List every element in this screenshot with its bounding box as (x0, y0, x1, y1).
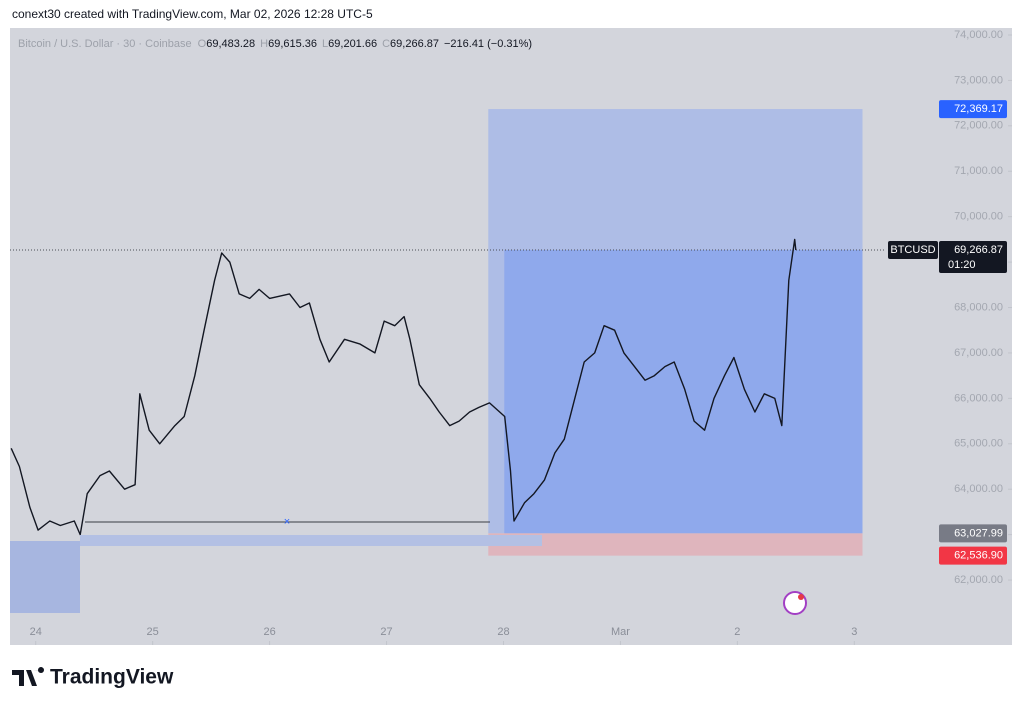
stop-label-bg (939, 546, 1007, 565)
y-tick-label: 62,000.00 (954, 574, 1003, 586)
y-tick-label: 73,000.00 (954, 74, 1003, 86)
x-tick-label: 28 (497, 626, 509, 638)
entry-label-bg (939, 524, 1007, 543)
last-price-label: 69,266.87 (954, 244, 1003, 256)
target-label: 72,369.17 (954, 103, 1003, 115)
ohlc-value: 69,483.28 (206, 38, 255, 50)
countdown: 01:20 (948, 259, 976, 271)
drawing-box (10, 541, 80, 613)
profit-zone (504, 249, 863, 534)
footer-brand: TradingView (50, 666, 174, 689)
ohlc-value: 69,201.66 (328, 38, 377, 50)
logo-mark (12, 667, 44, 686)
icon-dot (798, 594, 804, 600)
ohlc-key: C (382, 38, 390, 50)
x-tick-label: 26 (263, 626, 275, 638)
x-tick-label: 2 (734, 626, 740, 638)
y-tick-label: 64,000.00 (954, 483, 1003, 495)
icon (783, 591, 807, 615)
ohlc-key: O (198, 38, 207, 50)
y-tick-label: 70,000.00 (954, 211, 1003, 223)
x-tick-label: 25 (147, 626, 159, 638)
y-tick-label: 71,000.00 (954, 165, 1003, 177)
ohlc-key: H (260, 38, 268, 50)
y-tick-label: 72,000.00 (954, 120, 1003, 132)
plot: 62,000.0063,000.0064,000.0065,000.0066,0… (10, 29, 1012, 645)
ohlc-key: L (322, 38, 328, 50)
drawing-band (80, 535, 542, 546)
legend-change: −216.41 (−0.31%) (444, 38, 532, 50)
entry-label: 63,027.99 (954, 527, 1003, 539)
x-tick-label: 24 (30, 626, 42, 638)
y-tick-label: 68,000.00 (954, 301, 1003, 313)
x-tick-label: 3 (851, 626, 857, 638)
drawing-marker: × (284, 516, 290, 528)
target-label-bg (939, 100, 1007, 119)
y-tick-label: 65,000.00 (954, 438, 1003, 450)
stop-zone (488, 533, 863, 556)
legend: Bitcoin / U.S. Dollar · 30 · Coinbase O69… (18, 38, 532, 50)
stop-label: 62,536.90 (954, 550, 1003, 562)
x-tick-label: Mar (611, 626, 630, 638)
y-tick-label: 66,000.00 (954, 392, 1003, 404)
ohlc-value: 69,266.87 (390, 38, 439, 50)
header: conext30 created with TradingView.com, M… (12, 7, 373, 21)
y-tick-label: 74,000.00 (954, 29, 1003, 41)
last-price-bg (939, 240, 1007, 273)
symbol-badge-bg (888, 240, 938, 259)
footer-logo: TradingView (12, 666, 174, 689)
legend-title: Bitcoin / U.S. Dollar · 30 · Coinbase (18, 38, 192, 50)
y-tick-label: 67,000.00 (954, 347, 1003, 359)
ohlc-value: 69,615.36 (268, 38, 317, 50)
x-tick-label: 27 (380, 626, 392, 638)
price-line (10, 238, 797, 536)
symbol-badge: BTCUSD (890, 244, 935, 256)
